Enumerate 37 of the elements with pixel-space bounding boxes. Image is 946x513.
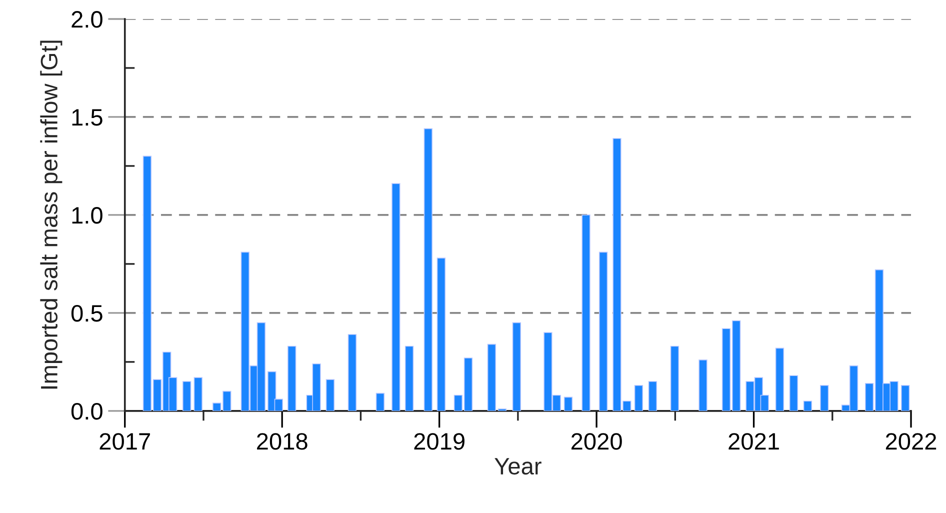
bar [789,375,798,411]
y-tick-label: 0.0 [71,402,102,420]
bar [424,128,433,411]
bar [487,344,496,411]
x-tick-label: 2020 [571,433,622,450]
y-tick-label: 1.5 [72,109,102,126]
bar [512,322,522,411]
bar [634,385,644,411]
bar [820,385,829,411]
x-axis-title: Year [494,458,542,475]
x-tick-label: 2019 [414,433,464,450]
y-tick-label: 2.0 [72,11,102,28]
y-tick-label: 1.0 [72,207,102,224]
bar [376,392,385,411]
bar [670,346,680,411]
bar [326,379,335,411]
bar [598,252,608,411]
x-tick-label: 2018 [257,433,308,450]
y-tick-label: 0.5 [71,305,102,322]
bar [392,183,400,411]
x-tick-label: 2017 [100,433,150,450]
bar [436,258,446,411]
bar [182,381,192,411]
bar [404,346,414,411]
bar [564,396,573,411]
bar [287,346,296,411]
x-tick-label: 2022 [886,433,936,450]
bar [348,334,357,411]
bar [803,400,812,411]
bar [900,385,910,411]
bar [582,214,590,411]
x-tick-label: 2021 [728,433,779,450]
y-axis-title: Imported salt mass per inflow [Gt] [40,40,62,389]
bar [648,381,658,411]
bar [698,360,708,411]
bar [775,348,784,411]
bar [194,377,202,411]
